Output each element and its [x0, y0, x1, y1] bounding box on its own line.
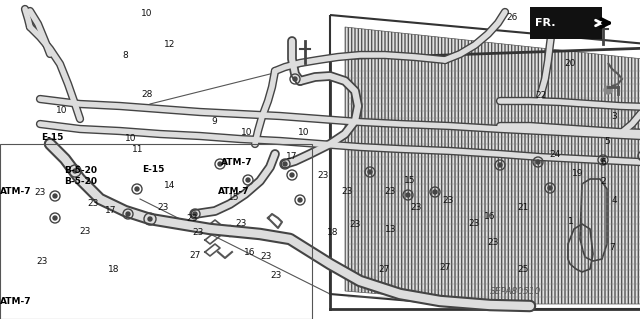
Text: 5: 5: [605, 137, 610, 146]
Circle shape: [601, 158, 605, 162]
Text: 23: 23: [442, 197, 454, 205]
Text: 18: 18: [108, 265, 120, 274]
Text: B-5-20: B-5-20: [64, 166, 97, 175]
Text: 18: 18: [327, 228, 339, 237]
Text: 22: 22: [535, 91, 547, 100]
Text: ATM-7: ATM-7: [221, 158, 252, 167]
Text: 6: 6: [601, 158, 606, 167]
Text: 23: 23: [487, 238, 499, 247]
Text: 11: 11: [132, 145, 143, 154]
Text: 23: 23: [342, 187, 353, 196]
Text: 23: 23: [186, 214, 198, 223]
Text: 16: 16: [484, 212, 495, 221]
Text: 10: 10: [125, 134, 137, 143]
Text: 2: 2: [601, 177, 606, 186]
Text: 12: 12: [164, 40, 175, 49]
Text: 23: 23: [157, 203, 169, 212]
Text: 17: 17: [105, 206, 116, 215]
FancyBboxPatch shape: [530, 7, 602, 39]
Text: 25: 25: [518, 265, 529, 274]
Circle shape: [298, 198, 302, 202]
Text: FR.: FR.: [535, 18, 556, 28]
Text: 9: 9: [212, 117, 217, 126]
Text: 23: 23: [235, 219, 246, 228]
Text: 23: 23: [385, 187, 396, 196]
Text: 28: 28: [141, 90, 153, 99]
Text: 23: 23: [35, 189, 46, 197]
Circle shape: [293, 77, 297, 81]
Text: 21: 21: [518, 203, 529, 212]
Text: 23: 23: [87, 199, 99, 208]
Text: 23: 23: [79, 227, 91, 236]
Circle shape: [218, 162, 222, 166]
Circle shape: [498, 163, 502, 167]
Text: E-15: E-15: [142, 165, 164, 174]
Circle shape: [406, 193, 410, 197]
Text: 3: 3: [612, 112, 617, 121]
Text: 1: 1: [568, 217, 573, 226]
Circle shape: [53, 194, 57, 198]
Polygon shape: [345, 27, 640, 304]
Text: SEPA80510: SEPA80510: [490, 286, 541, 295]
Circle shape: [135, 187, 139, 191]
Circle shape: [73, 169, 77, 173]
Text: 4: 4: [612, 197, 617, 205]
Text: 23: 23: [271, 271, 282, 280]
Text: 23: 23: [260, 252, 271, 261]
Circle shape: [126, 212, 130, 216]
Text: 24: 24: [549, 150, 561, 159]
Circle shape: [536, 160, 540, 164]
Text: 16: 16: [244, 248, 255, 256]
Text: 26: 26: [506, 13, 518, 22]
Text: 27: 27: [439, 263, 451, 272]
Circle shape: [246, 178, 250, 182]
Text: ATM-7: ATM-7: [0, 187, 31, 196]
Circle shape: [283, 162, 287, 166]
Text: ATM-7: ATM-7: [218, 187, 249, 196]
Text: 23: 23: [468, 219, 479, 228]
Text: 15: 15: [228, 193, 239, 202]
Text: 23: 23: [193, 228, 204, 237]
Text: 15: 15: [404, 176, 415, 185]
Circle shape: [548, 186, 552, 190]
Text: 13: 13: [385, 225, 396, 234]
Text: 27: 27: [189, 251, 201, 260]
Text: E-15: E-15: [41, 133, 63, 142]
Text: B-5-20: B-5-20: [64, 177, 97, 186]
Text: 23: 23: [317, 171, 329, 180]
Text: 20: 20: [564, 59, 575, 68]
Text: 14: 14: [164, 181, 175, 190]
Text: 10: 10: [56, 106, 68, 115]
Circle shape: [193, 212, 197, 216]
Text: 27: 27: [378, 265, 390, 274]
Text: 23: 23: [36, 257, 47, 266]
Circle shape: [433, 190, 437, 194]
Text: ATM-7: ATM-7: [0, 297, 31, 306]
Text: 23: 23: [349, 220, 361, 229]
Text: 7: 7: [610, 243, 615, 252]
Circle shape: [53, 216, 57, 220]
Text: 23: 23: [410, 203, 422, 212]
Text: 10: 10: [241, 128, 252, 137]
Circle shape: [148, 217, 152, 221]
Text: 8: 8: [122, 51, 127, 60]
Text: 10: 10: [141, 9, 153, 18]
Text: 10: 10: [298, 128, 310, 137]
Text: 17: 17: [286, 152, 298, 161]
Circle shape: [604, 86, 612, 94]
Text: 19: 19: [572, 169, 583, 178]
Circle shape: [368, 170, 372, 174]
Circle shape: [290, 173, 294, 177]
